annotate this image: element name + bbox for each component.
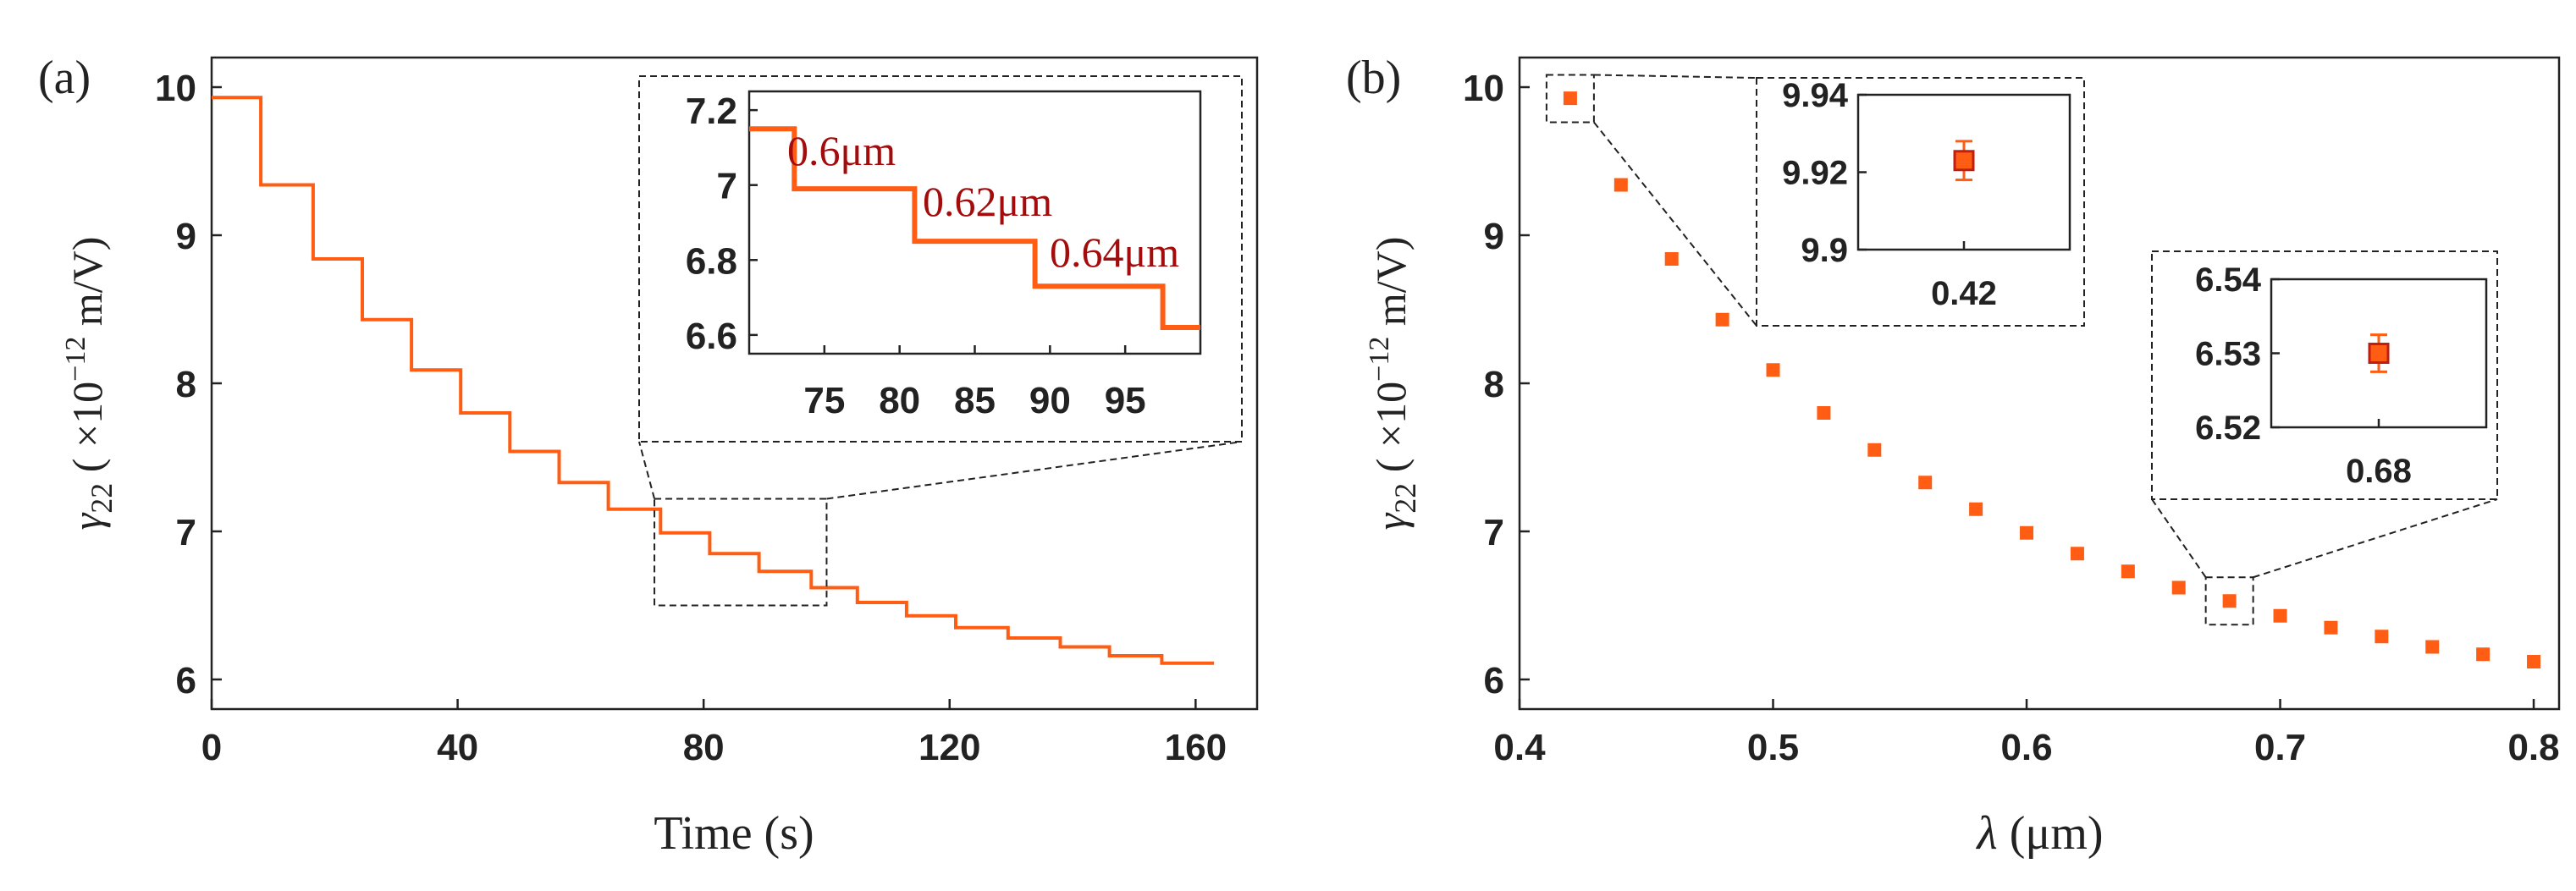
- zoom-connector: [1593, 74, 1757, 79]
- x-tick-label: 0.8: [2507, 727, 2559, 768]
- data-point: [1715, 312, 1729, 327]
- data-point: [2324, 620, 2338, 635]
- x-tick-label: 0: [201, 727, 222, 768]
- panel-b: 0.4 0.5 0.6 0.7 0.8 6 7 8 9 10 9.9 9.92 9.94 0.42 6.52…: [1346, 52, 2561, 860]
- inset-y-tick-label: 9.9: [1801, 232, 1848, 269]
- inset-y-tick-label: 7.2: [686, 91, 737, 132]
- inset-x-tick-label: 90: [1029, 380, 1071, 421]
- y-tick-label: 8: [176, 364, 196, 405]
- ylabel-unit-prefix: ( ×10: [63, 382, 111, 483]
- x-tick-label: 120: [918, 727, 980, 768]
- x-axis-label: λ (μm): [1975, 807, 2103, 860]
- inset-plot-area: [2270, 278, 2488, 429]
- panel-label: (b): [1346, 52, 1401, 104]
- x-tick-label: 0.5: [1747, 727, 1799, 768]
- y-tick-label: 7: [1484, 512, 1504, 553]
- y-tick-label: 8: [1484, 364, 1504, 405]
- inset-annotation: 0.62μm: [923, 178, 1052, 225]
- inset-x-tick-label: 75: [803, 380, 845, 421]
- inset-y-tick-label: 7: [717, 166, 737, 207]
- inset-x-tick-label: 80: [879, 380, 920, 421]
- inset-y-tick-label: 6.8: [686, 240, 737, 282]
- data-point: [2222, 594, 2237, 608]
- x-tick-label: 40: [437, 727, 478, 768]
- inset-frame: [638, 75, 1243, 443]
- data-point: [2171, 580, 2186, 595]
- inset-y-tick-label: 6.54: [2195, 261, 2262, 299]
- data-point: [2476, 647, 2491, 662]
- data-point: [2121, 564, 2135, 579]
- inset-data-point: [2368, 343, 2390, 364]
- zoom-connector: [2151, 498, 2207, 578]
- zoom-connector: [2253, 498, 2498, 579]
- data-point: [2527, 655, 2541, 668]
- inset-annotation: 0.6μm: [787, 127, 896, 174]
- y-tick-label: 10: [155, 68, 196, 109]
- x-tick-label: 0.6: [2000, 727, 2052, 768]
- inset-x-tick-label: 0.42: [1931, 275, 1997, 312]
- inset-x-tick-label: 95: [1105, 380, 1146, 421]
- x-tick-label: 160: [1165, 727, 1227, 768]
- ylabel-subscript: 22: [85, 483, 119, 514]
- data-point: [1817, 406, 1831, 420]
- ylabel-unit-suffix: m/V): [63, 237, 111, 337]
- y-tick-label: 10: [1463, 68, 1504, 109]
- y-axis-label: γ22 ( ×10−12 m/V): [1364, 237, 1422, 531]
- xlabel-unit: (μm): [1998, 807, 2104, 860]
- x-tick-label: 0.7: [2254, 727, 2306, 768]
- inset-y-tick-label: 6.52: [2195, 410, 2261, 447]
- x-axis-label: Time (s): [654, 807, 814, 860]
- ylabel-symbol: γ: [63, 512, 111, 530]
- series-line: [212, 96, 1215, 665]
- ylabel-exponent: −12: [60, 337, 91, 382]
- y-tick-label: 7: [176, 512, 196, 553]
- data-point: [1918, 476, 1933, 490]
- data-point: [1867, 443, 1882, 457]
- data-point: [2020, 525, 2034, 540]
- data-point: [1563, 91, 1577, 106]
- data-point: [2375, 630, 2389, 644]
- x-tick-label: 0.4: [1493, 727, 1546, 768]
- inset-y-tick-label: 9.92: [1782, 155, 1848, 192]
- data-point: [2273, 608, 2287, 623]
- ylabel-unit-prefix: ( ×10: [1367, 382, 1415, 483]
- x-tick-label: 80: [683, 727, 725, 768]
- y-tick-label: 9: [176, 216, 196, 257]
- inset-frame: [1756, 77, 2085, 327]
- panel-label: (a): [38, 52, 91, 104]
- inset-y-tick-label: 9.94: [1782, 77, 1849, 114]
- y-tick-label: 6: [1484, 660, 1504, 701]
- ylabel-unit-suffix: m/V): [1367, 237, 1415, 337]
- inset-frame: [2151, 250, 2498, 500]
- inset-x-tick-label: 0.68: [2346, 453, 2412, 490]
- inset-x-tick-label: 85: [954, 380, 996, 421]
- zoom-box: [654, 498, 828, 607]
- zoom-box: [1545, 74, 1595, 124]
- y-axis-label: γ22 ( ×10−12 m/V): [60, 237, 119, 531]
- inset-annotation: 0.64μm: [1050, 228, 1179, 276]
- ylabel-symbol: γ: [1367, 512, 1415, 530]
- inset-y-tick-label: 6.53: [2195, 336, 2261, 373]
- y-tick-label: 6: [176, 660, 196, 701]
- inset-series-line: [749, 126, 1200, 330]
- zoom-connector: [826, 441, 1243, 500]
- inset-data-point: [1953, 150, 1975, 172]
- data-point: [1969, 502, 1983, 516]
- ylabel-exponent: −12: [1364, 337, 1395, 382]
- data-point: [1766, 363, 1780, 377]
- zoom-box: [2204, 576, 2254, 626]
- y-tick-label: 9: [1484, 216, 1504, 257]
- panel-a: 0 40 80 120 160 6 7 8 9 10 75 80 85 90 95 6.6 6.8 7 7.2 0.6…: [38, 52, 1259, 860]
- data-point: [1664, 252, 1679, 266]
- xlabel-symbol: λ: [1975, 807, 1997, 860]
- ylabel-subscript: 22: [1388, 483, 1422, 514]
- data-point: [2425, 640, 2440, 654]
- inset-plot-area: [747, 90, 1202, 355]
- zoom-connector: [638, 441, 656, 499]
- data-point: [2070, 547, 2084, 561]
- data-point: [1613, 178, 1628, 192]
- inset-y-tick-label: 6.6: [686, 316, 737, 357]
